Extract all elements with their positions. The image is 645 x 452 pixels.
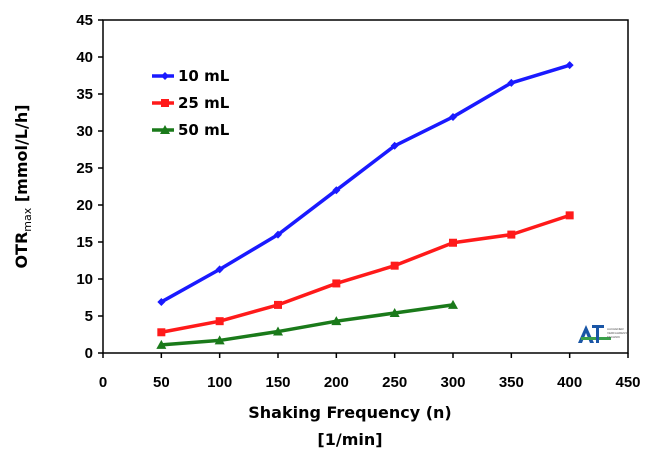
x-tick-label: 250 <box>382 374 407 391</box>
data-point <box>332 279 341 288</box>
data-point <box>215 317 224 326</box>
logo-subtext: VERFAHRENS- <box>607 331 628 335</box>
logo-subtext: AACHENER <box>607 327 625 331</box>
logo-subtext: TECHNIK <box>607 335 620 339</box>
data-point <box>157 328 166 337</box>
series-line <box>161 213 571 334</box>
x-axis-title: Shaking Frequency (n) <box>248 403 451 422</box>
legend-item: 50 mL <box>152 121 230 139</box>
data-point <box>389 308 400 318</box>
data-point <box>507 230 516 239</box>
data-point <box>332 186 341 195</box>
y-axis-title-main: OTR <box>12 232 31 269</box>
series-layer <box>156 61 574 349</box>
legend-marker <box>161 99 169 107</box>
x-tick-label: 450 <box>615 374 640 391</box>
legend-label: 50 mL <box>178 121 230 139</box>
y-tick-label: 40 <box>76 49 93 66</box>
legend: 10 mL 25 mL 50 mL <box>152 67 230 139</box>
data-point <box>273 326 283 336</box>
y-tick-label: 15 <box>76 234 93 251</box>
data-point <box>449 112 457 121</box>
series-line <box>160 63 571 304</box>
x-tick-label: 100 <box>207 374 232 391</box>
x-tick-label: 350 <box>499 374 524 391</box>
series-25-mL <box>157 211 574 337</box>
data-point <box>214 335 225 345</box>
data-point <box>215 265 224 274</box>
legend-item: 25 mL <box>152 94 230 112</box>
y-axis-title-subscript: max <box>21 207 34 231</box>
y-axis-title: OTRmax [mmol/L/h] <box>12 104 34 268</box>
x-tick-label: 50 <box>153 374 170 391</box>
axes: 0 50 100 150 200 250 300 350 400 450 0 5 10 15 20 25 30 3… <box>76 12 640 391</box>
y-tick-label: 20 <box>76 197 93 214</box>
x-axis-unit: [1/min] <box>317 430 382 449</box>
data-point <box>507 78 516 87</box>
data-point <box>449 238 457 247</box>
legend-label: 10 mL <box>178 67 230 85</box>
legend-marker <box>161 72 169 80</box>
data-point <box>274 300 282 309</box>
y-tick-label: 45 <box>76 12 93 29</box>
x-tick-label: 150 <box>265 374 290 391</box>
data-point <box>331 316 342 326</box>
logo-mark-icon <box>578 325 594 343</box>
x-tick-label: 400 <box>557 374 582 391</box>
x-tick-label: 0 <box>99 374 107 391</box>
data-point <box>565 211 574 220</box>
data-point <box>156 339 167 349</box>
series-line <box>161 303 454 347</box>
plot-frame <box>102 19 629 354</box>
series-10-mL <box>157 61 574 306</box>
y-axis-title-unit: [mmol/L/h] <box>12 104 31 207</box>
data-point <box>448 299 458 309</box>
data-point <box>157 297 166 306</box>
y-tick-label: 25 <box>76 160 93 177</box>
x-tick-label: 300 <box>440 374 465 391</box>
data-point <box>274 230 282 239</box>
legend-label: 25 mL <box>178 94 230 112</box>
y-tick-label: 10 <box>76 271 93 288</box>
data-point <box>390 141 399 150</box>
legend-marker <box>160 125 170 134</box>
y-tick-label: 5 <box>85 308 93 325</box>
data-point <box>565 61 574 70</box>
data-point <box>390 261 399 270</box>
y-tick-label: 0 <box>85 345 93 362</box>
legend-item: 10 mL <box>152 67 230 85</box>
x-tick-label: 200 <box>324 374 349 391</box>
series-50-mL <box>156 299 458 349</box>
logo-t-icon <box>592 325 604 343</box>
y-tick-label: 30 <box>76 123 93 140</box>
y-tick-label: 35 <box>76 86 93 103</box>
